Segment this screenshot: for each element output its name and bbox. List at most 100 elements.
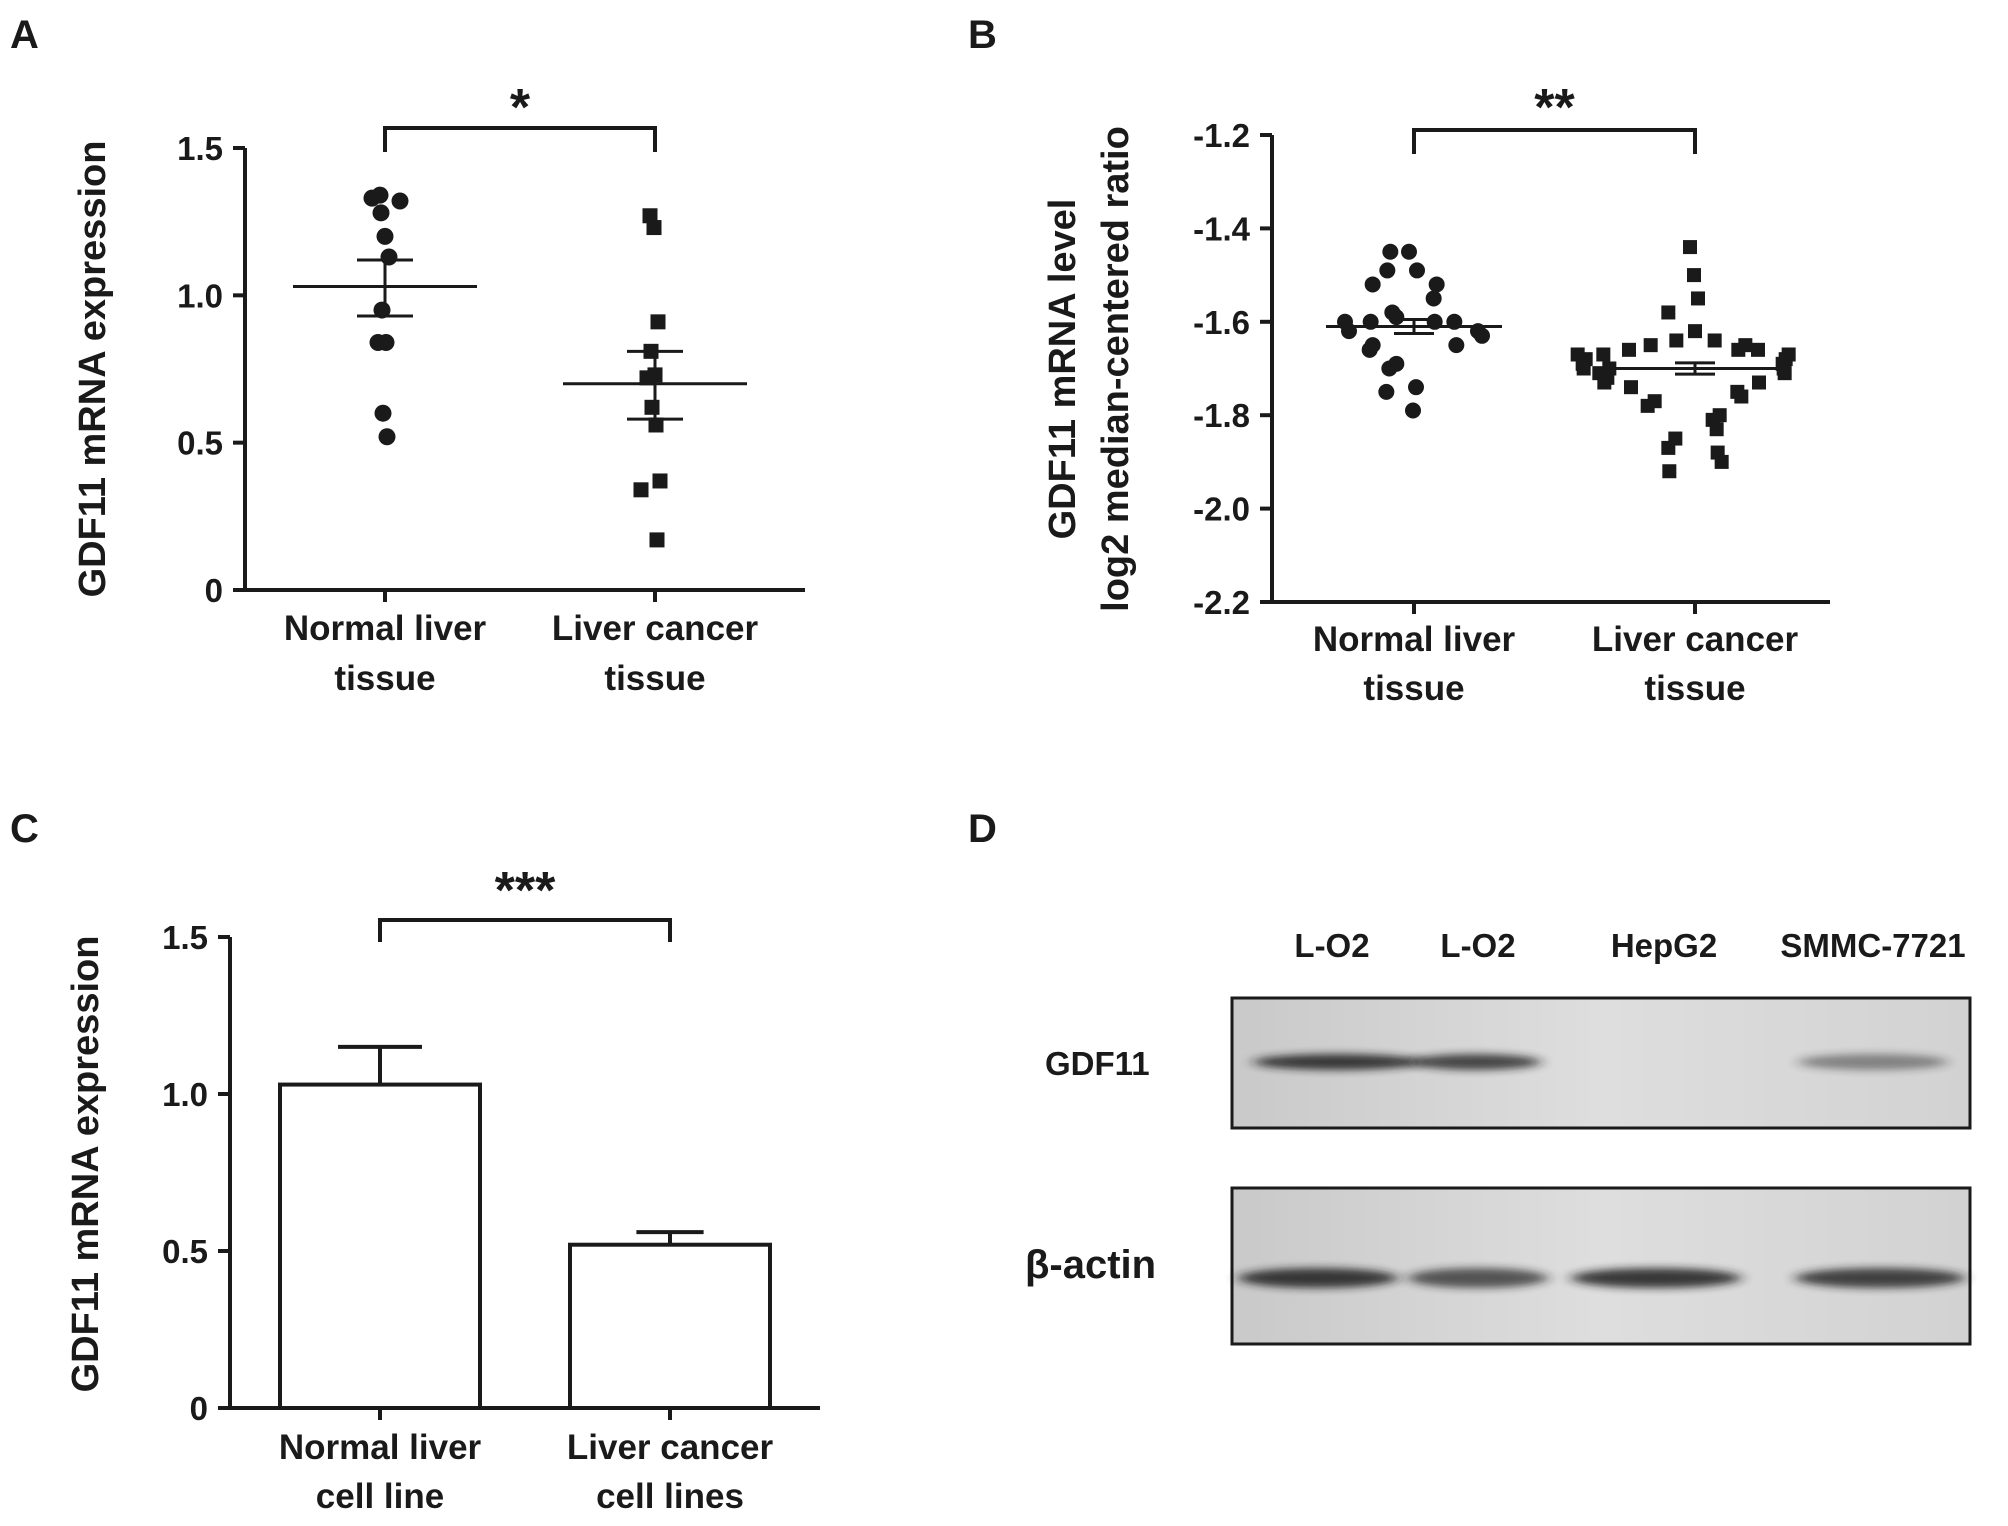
y-axis-label: log2 median-centered ratio [1095,126,1137,612]
y-tick-label: 0.5 [177,425,223,462]
panel-letter-a: A [10,13,39,57]
lane-label-1: L-O2 [1294,927,1369,964]
data-point-square [1643,338,1658,353]
x-category-label: tissue [1363,669,1464,708]
data-point-square [650,314,666,330]
x-category-label: cell lines [596,1477,744,1516]
bar [568,1242,772,1410]
blot-band [1571,1268,1741,1288]
data-point-circle [391,192,409,210]
panel-letter-c: C [10,807,39,851]
data-point-circle [374,404,392,422]
x-category-label: tissue [1644,669,1745,708]
data-point-square [1661,305,1676,320]
data-point-square [1752,375,1766,390]
data-point-circle [378,428,396,446]
chart-panel-a: 0 0.5 1.0 1.5 Normal liver tissue Liver cancer… [72,79,805,698]
data-point-circle [363,189,381,207]
data-point-square [1714,454,1729,469]
data-point-circle [1448,337,1465,354]
significance-label: ** [1534,79,1575,137]
data-point-square [1709,422,1724,437]
data-point-square [644,399,660,415]
data-point-square [1669,333,1684,348]
data-point-circle [380,248,398,266]
data-point-square [1707,333,1722,348]
significance-label: * [510,79,531,137]
data-point-square [1683,240,1697,255]
blot-band [1253,1054,1423,1070]
data-point-square [633,482,649,498]
y-tick-label: -2.2 [1193,584,1250,621]
data-point-square [639,370,655,386]
x-category-label: tissue [604,659,705,698]
lane-label-3: HepG2 [1611,927,1717,964]
data-point-square [1687,268,1701,283]
data-point-square [1688,324,1702,339]
lane-label-2: L-O2 [1440,927,1515,964]
data-point-square [1622,342,1636,357]
y-tick-label: 0 [205,572,223,609]
data-point-square [648,417,664,433]
data-point-square [1691,291,1705,306]
data-point-square [652,473,668,489]
chart-panel-b: -2.2 -2.0 -1.8 -1.6 -1.4 -1.2 Normal liver tiss… [1042,79,1830,708]
data-point-circle [1401,243,1417,260]
data-point-circle [1381,360,1398,377]
data-point-circle [369,333,387,351]
y-tick-label: 1.5 [177,130,223,167]
y-tick-label: -1.8 [1193,397,1250,434]
significance-label: *** [495,862,556,920]
x-category-label: Normal liver [279,1428,482,1467]
significance-bracket [378,918,672,942]
blot-band [1798,1054,1948,1070]
data-point-circle [1408,379,1424,396]
significance-bracket [383,126,657,152]
data-point-circle [1409,262,1425,279]
data-point-circle [1361,341,1378,358]
blot-band [1238,1268,1398,1288]
data-point-square [646,220,662,236]
data-point-square [1576,361,1591,376]
data-point-circle [1378,383,1395,400]
data-point-circle [1379,262,1396,279]
western-blot-panel-d: L-O2 L-O2 HepG2 SMMC-7721 GDF11 β-actin [1025,927,1972,1346]
data-point-circle [1428,276,1445,293]
y-axis-label: GDF11 mRNA expression [72,141,114,598]
data-point-square [1596,347,1611,362]
y-tick-label: -2.0 [1193,491,1250,528]
x-category-label: tissue [334,659,435,698]
blot-band [1411,1054,1541,1070]
y-tick-label: 1.0 [177,277,223,314]
data-point-square [1661,440,1676,455]
x-category-label: Normal liver [284,609,487,648]
x-category-label: Normal liver [1313,620,1516,659]
data-point-square [1734,389,1749,404]
data-point-square [642,208,658,224]
bar [278,1082,482,1410]
data-point-circle [372,204,390,222]
data-point-circle [1474,327,1490,344]
x-category-label: Liver cancer [552,609,759,648]
x-category-label: Liver cancer [1592,620,1799,659]
y-tick-label: 1.0 [162,1076,208,1113]
data-point-square [1731,342,1746,357]
significance-bracket [1412,128,1697,154]
y-tick-label: 1.5 [162,919,208,956]
row-label-beta-actin: β-actin [1025,1243,1156,1287]
lane-label-4: SMMC-7721 [1780,927,1965,964]
x-category-label: cell line [316,1477,444,1516]
data-point-square [1662,464,1677,479]
data-point-circle [1364,276,1381,293]
data-point-square [1624,380,1638,395]
x-category-label: Liver cancer [567,1428,774,1467]
y-tick-label: -1.2 [1193,117,1250,154]
data-point-circle [376,227,394,245]
blot-band [1795,1268,1965,1288]
data-point-square [1597,375,1612,390]
data-point-circle [1382,243,1399,260]
chart-panel-c: 0 0.5 1.0 1.5 Normal liver cell line Liver can… [65,862,820,1516]
row-label-gdf11: GDF11 [1045,1045,1150,1082]
blot-strip-gdf11 [1230,996,1972,1130]
